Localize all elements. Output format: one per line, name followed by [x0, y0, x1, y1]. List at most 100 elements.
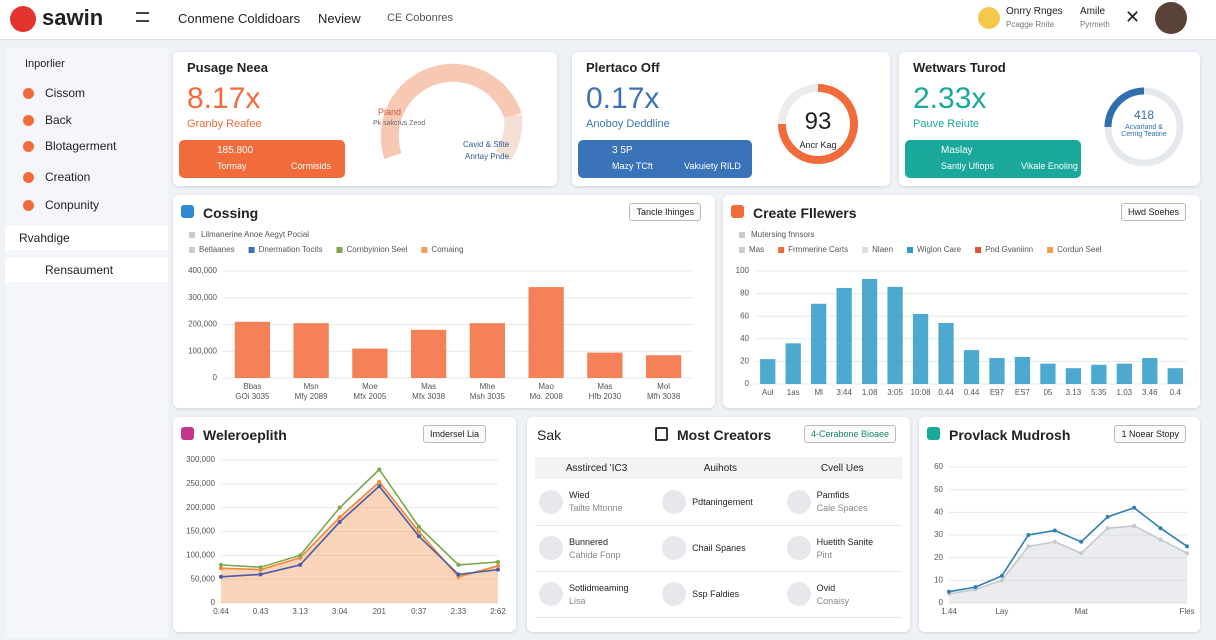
nav-item[interactable]: Conpunity: [45, 198, 100, 212]
cell-text: Ssp Faldies: [692, 589, 739, 599]
topbar: sawin Conmene Coldidoars Neview CE Cobon…: [0, 0, 1216, 40]
nav-link[interactable]: Conmene Coldidoars: [178, 11, 301, 26]
x-tick-label: E97: [990, 388, 1005, 397]
brand: sawin: [42, 5, 104, 30]
y-tick-label: 40: [934, 507, 943, 516]
menu[interactable]: [136, 12, 149, 22]
bar: [352, 348, 388, 378]
cell-text: Sotlidmeaming Lisa: [569, 583, 629, 606]
point: [947, 589, 951, 594]
table-cell: Bunnered Cahide Fonp: [535, 525, 659, 572]
point: [973, 585, 978, 590]
nav-link[interactable]: Neview: [318, 11, 361, 26]
gauge: [380, 63, 523, 162]
point: [1052, 539, 1057, 544]
legend-label: Dnermation Tocits: [259, 245, 323, 254]
y-tick-label: 20: [740, 357, 749, 366]
x-tick-label: Fles: [1179, 607, 1194, 616]
panel-icon: [927, 427, 940, 440]
close[interactable]: ✕: [1125, 7, 1141, 27]
avatar: [786, 582, 811, 606]
y-tick-label: 150,000: [186, 527, 215, 536]
table-cell: Huetith Sanite Pint: [782, 525, 902, 572]
panel-button[interactable]: Tancle Ihinges: [629, 203, 701, 221]
point: [219, 562, 223, 567]
nav-item[interactable]: Back: [45, 113, 72, 127]
cell-text: Chail Spanes: [692, 543, 746, 553]
panel-icon: [181, 205, 194, 218]
nav-dropdown[interactable]: CE Cobonres: [387, 12, 454, 24]
x-tick-label: 3:44: [836, 388, 852, 397]
line: [948, 525, 1188, 595]
table-row: Bunnered Cahide Fonp Chail Spanes Huetith S…: [535, 525, 902, 572]
button-extra: Vakuiety RILD: [684, 161, 741, 171]
point: [1079, 551, 1084, 556]
stat-button[interactable]: Maslay Santiy Ufiops Vikale Enoling: [905, 140, 1081, 178]
point: [219, 574, 223, 579]
bar: [411, 329, 447, 378]
point: [416, 529, 421, 534]
bar: [469, 323, 505, 378]
x-tick-label: ES7: [1015, 388, 1031, 397]
nav-item[interactable]: Cissom: [45, 86, 86, 100]
stat-card: Pusage Neea 8.17x Granby Reafee 185.800 T…: [173, 52, 557, 186]
y-tick-label: 80: [740, 289, 749, 298]
gauge-label: Anrtay Pnde: [465, 152, 510, 161]
point: [496, 567, 500, 572]
x-tick-sublabel: Mfy 2089: [295, 392, 328, 401]
y-tick-label: 60: [934, 462, 943, 471]
tab[interactable]: Sak: [537, 427, 562, 443]
button-value: 3 5P: [612, 145, 633, 156]
point: [456, 572, 461, 577]
cell-text: Wied Tailte Mtonne: [569, 490, 623, 513]
panel-title: Provlack Mudrosh: [949, 427, 1071, 443]
x-tick-sublabel: Mo. 2008: [529, 392, 563, 401]
bar: [989, 358, 1005, 384]
area: [949, 525, 1187, 603]
y-tick-label: 200,000: [186, 503, 215, 512]
avatar: [539, 536, 563, 560]
stat-caption: Pauve Reiute: [913, 118, 980, 130]
line: [220, 480, 499, 578]
bar: [1040, 363, 1056, 384]
stat-title: Plertaco Off: [586, 60, 660, 75]
nav-group[interactable]: Rensaument: [5, 258, 168, 282]
nav-item[interactable]: Creation: [45, 170, 91, 184]
x-tick-label: 0.44: [213, 607, 229, 616]
legend-label: Mas: [749, 245, 764, 254]
sidebar-heading: Inporlier: [25, 58, 65, 70]
x-tick-label: 3.46: [1142, 388, 1158, 397]
x-tick-label: Mhe: [480, 382, 496, 391]
y-tick-label: 200,000: [188, 320, 217, 329]
panel-button[interactable]: 1 Noear Stopy: [1114, 425, 1186, 443]
logo: [10, 6, 36, 32]
button-label: Tormay: [217, 161, 247, 171]
avatar: [662, 536, 687, 560]
stat-button[interactable]: 3 5P Mazy TCft Vakuiety RILD: [578, 140, 752, 178]
stat-button[interactable]: 185.800 Tormay Cormisids: [179, 140, 345, 178]
user-sub: Pcagge Rnite: [1006, 20, 1055, 29]
panel-button[interactable]: Hwd Soehes: [1120, 203, 1186, 221]
table-cell: Pamfids Cale Spaces: [782, 479, 902, 526]
panel-button[interactable]: Imdersel Lia: [422, 425, 486, 443]
bar: [1142, 358, 1158, 384]
x-tick-label: Mol: [657, 382, 670, 391]
point: [1132, 505, 1137, 510]
point: [1185, 544, 1189, 549]
legend-label: Betlaanes: [199, 245, 235, 254]
profile-photo[interactable]: [1155, 2, 1187, 34]
legend-swatch: [778, 247, 785, 253]
chart-subtitle: Lilmanerine Anoe Aegyt Pocial: [201, 230, 309, 239]
y-tick-label: 50,000: [191, 574, 216, 583]
chart-panel: Create Fllewers Hwd Soehes 0 20 40 60 80 100 A…: [723, 195, 1200, 408]
cell-sub: Conaisy: [816, 595, 850, 606]
point: [456, 562, 461, 567]
y-tick-label: 300,000: [188, 293, 217, 302]
panel-button[interactable]: 4-Cerabone Bioaee: [803, 425, 896, 443]
table-cell: Pdtaningement: [658, 479, 783, 526]
nav-item[interactable]: Blotagerment: [45, 139, 117, 153]
nav-group[interactable]: Rvahdige: [5, 226, 168, 250]
cell-text: Ovid Conaisy: [817, 583, 850, 606]
avatar: [539, 489, 563, 514]
bar: [912, 313, 929, 384]
